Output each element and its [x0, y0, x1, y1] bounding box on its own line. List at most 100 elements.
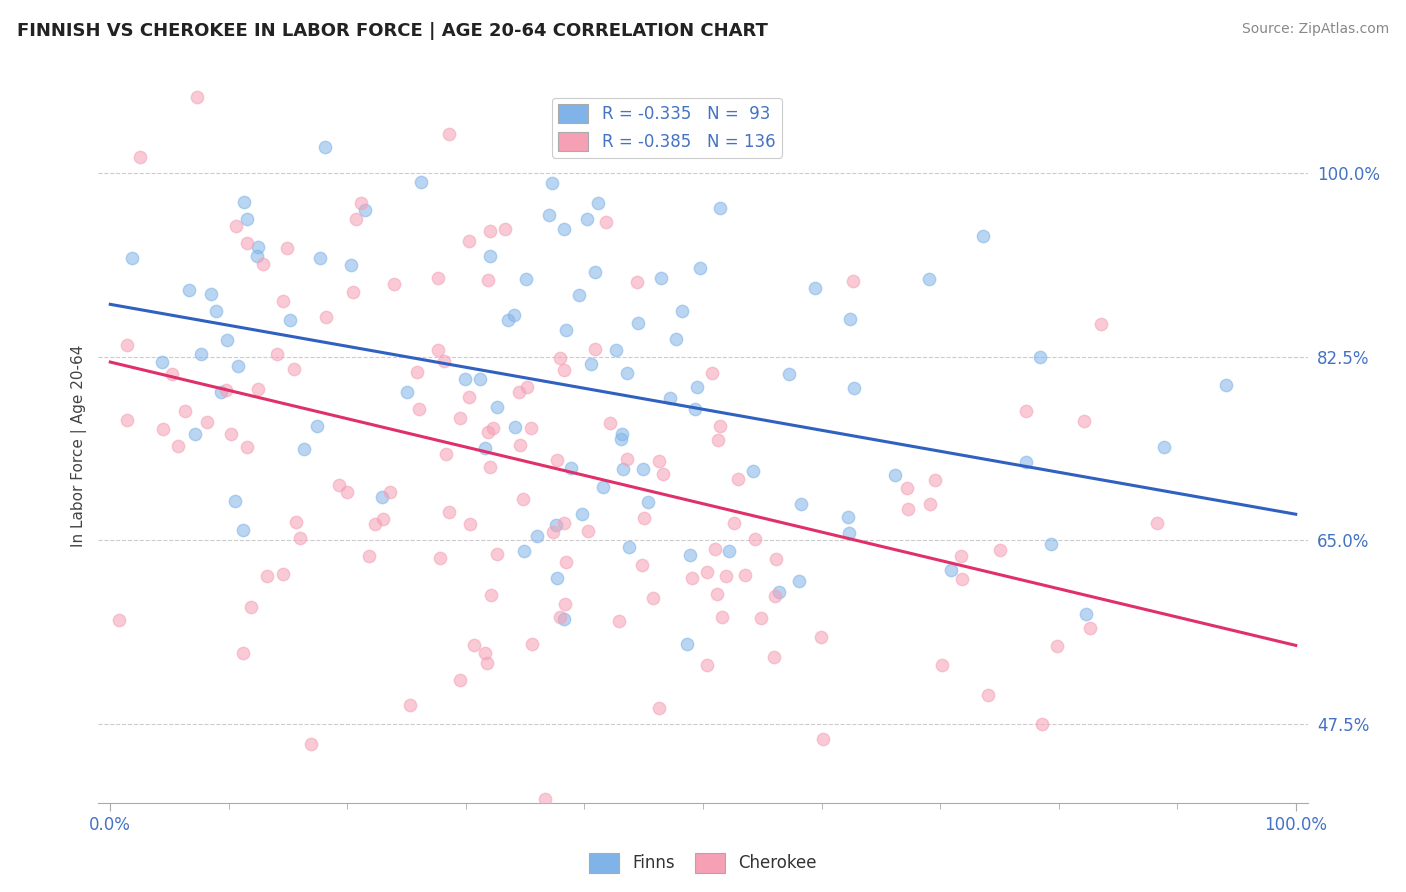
Point [1153, 440, 1175, 454]
Legend: R = -0.335   N =  93, R = -0.385   N = 136: R = -0.335 N = 93, R = -0.385 N = 136 [551, 97, 782, 158]
Point [676, 637, 699, 651]
Point [652, 467, 675, 481]
Point [482, 421, 505, 435]
Point [186, 90, 208, 104]
Point [475, 656, 498, 670]
Legend: Finns, Cherokee: Finns, Cherokee [582, 847, 824, 880]
Point [583, 265, 606, 279]
Point [236, 211, 259, 226]
Point [173, 404, 195, 418]
Point [457, 234, 479, 248]
Point [127, 16, 149, 30]
Point [246, 249, 269, 263]
Point [972, 229, 994, 244]
Point [586, 196, 609, 211]
Point [599, 416, 621, 430]
Point [108, 613, 131, 627]
Point [749, 611, 772, 625]
Point [541, 524, 564, 539]
Point [117, 338, 139, 352]
Point [434, 447, 457, 461]
Point [785, 850, 807, 864]
Point [232, 194, 254, 209]
Point [576, 524, 599, 538]
Point [336, 485, 359, 500]
Point [678, 548, 700, 562]
Point [538, 208, 561, 222]
Point [177, 283, 200, 297]
Point [950, 572, 973, 586]
Point [359, 549, 381, 563]
Point [884, 468, 907, 483]
Point [526, 529, 548, 543]
Point [648, 700, 671, 714]
Point [266, 347, 288, 361]
Point [344, 212, 367, 227]
Point [648, 454, 671, 468]
Point [842, 381, 865, 395]
Point [449, 673, 471, 688]
Point [941, 563, 963, 577]
Point [457, 390, 479, 404]
Point [515, 272, 537, 286]
Point [519, 421, 541, 435]
Point [957, 854, 980, 868]
Point [485, 548, 508, 562]
Point [408, 401, 430, 416]
Point [1031, 717, 1053, 731]
Point [706, 587, 728, 601]
Point [509, 438, 531, 452]
Point [553, 363, 575, 377]
Text: FINNISH VS CHEROKEE IN LABOR FORCE | AGE 20-64 CORRELATION CHART: FINNISH VS CHEROKEE IN LABOR FORCE | AGE… [17, 22, 768, 40]
Point [224, 494, 246, 508]
Point [429, 550, 451, 565]
Point [804, 281, 827, 295]
Point [454, 371, 477, 385]
Point [723, 516, 745, 531]
Point [768, 584, 790, 599]
Point [309, 251, 332, 265]
Point [592, 480, 614, 494]
Point [541, 176, 564, 190]
Point [1074, 607, 1097, 621]
Point [252, 258, 274, 272]
Point [1073, 414, 1095, 428]
Point [256, 568, 278, 582]
Point [1028, 350, 1050, 364]
Point [546, 518, 568, 533]
Point [195, 415, 218, 429]
Point [778, 367, 800, 381]
Point [546, 452, 568, 467]
Point [409, 175, 432, 189]
Point [553, 516, 575, 530]
Point [503, 308, 526, 322]
Point [395, 55, 418, 70]
Point [433, 354, 456, 368]
Point [247, 383, 270, 397]
Point [278, 312, 301, 326]
Point [711, 610, 734, 624]
Point [576, 212, 599, 227]
Point [477, 273, 499, 287]
Point [200, 286, 222, 301]
Point [284, 515, 307, 529]
Point [339, 258, 361, 272]
Point [671, 303, 693, 318]
Point [734, 568, 756, 582]
Point [395, 385, 418, 400]
Point [209, 384, 232, 399]
Point [458, 517, 481, 532]
Point [496, 312, 519, 326]
Point [271, 567, 294, 582]
Point [288, 869, 311, 883]
Point [696, 658, 718, 673]
Point [609, 433, 631, 447]
Point [1046, 639, 1069, 653]
Point [479, 588, 502, 602]
Point [150, 355, 173, 369]
Point [292, 442, 315, 456]
Point [650, 271, 672, 285]
Point [342, 285, 364, 300]
Point [398, 698, 420, 712]
Point [714, 569, 737, 583]
